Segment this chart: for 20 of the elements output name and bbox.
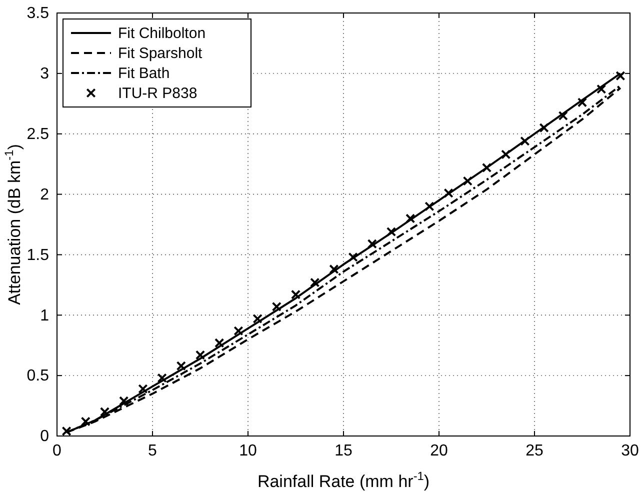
y-tick-label: 1.5 [26,246,50,264]
legend-label: Fit Sparsholt [118,45,204,62]
x-axis-title: Rainfall Rate (mm hr$^{-1}$) [257,469,430,491]
y-tick-label: 3.5 [26,5,50,22]
y-tick-label: 1 [40,307,50,324]
legend-label: Fit Bath [118,65,170,82]
legend-label: Fit Chilbolton [118,25,206,42]
y-tick-label: 2.5 [26,126,50,143]
x-tick-label: 15 [334,442,352,460]
legend-label: ITU-R P838 [118,85,198,102]
x-tick-label: 30 [621,442,639,460]
x-tick-label: 25 [526,442,544,460]
y-tick-label: 2 [40,186,50,204]
x-tick-label: 20 [430,442,448,460]
y-tick-label: 3 [40,66,50,83]
y-tick-label: 0 [40,428,50,446]
x-tick-label: 5 [148,442,158,460]
x-tick-label: 10 [239,442,257,460]
y-tick-label: 0.5 [26,368,50,385]
x-tick-label: 0 [52,442,62,460]
